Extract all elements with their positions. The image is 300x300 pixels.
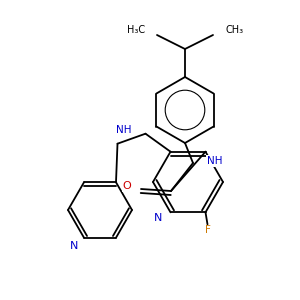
Text: N: N	[154, 213, 163, 223]
Text: F: F	[205, 225, 210, 235]
Text: O: O	[122, 181, 131, 191]
Text: NH: NH	[207, 156, 223, 166]
Text: CH₃: CH₃	[225, 25, 243, 35]
Text: H₃C: H₃C	[127, 25, 145, 35]
Text: N: N	[70, 241, 78, 251]
Text: NH: NH	[116, 125, 131, 135]
